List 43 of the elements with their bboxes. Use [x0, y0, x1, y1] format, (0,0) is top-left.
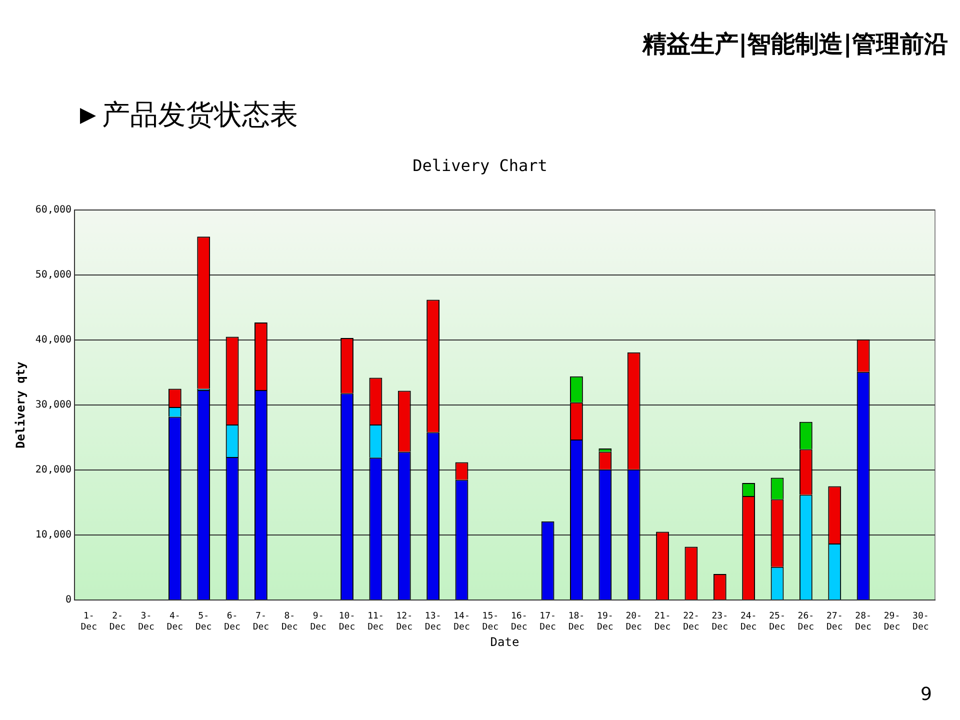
y-tick-label: 50,000: [35, 270, 72, 281]
x-tick-label: 22-Dec: [683, 612, 700, 633]
y-axis-title: Delivery qty: [13, 362, 28, 448]
x-tick-label: 20-Dec: [626, 612, 642, 633]
x-tick-label: 8-Dec: [282, 612, 298, 633]
x-tick-label: 27-Dec: [826, 612, 843, 633]
x-tick-label: 1-Dec: [80, 612, 97, 633]
x-tick-label: 6-Dec: [224, 612, 240, 633]
x-tick-label: 24-Dec: [740, 612, 757, 633]
x-tick-label: 15-Dec: [482, 612, 499, 633]
x-tick-label: 23-Dec: [712, 612, 728, 633]
x-tick-label: 18-Dec: [568, 612, 585, 633]
x-tick-label: 25-Dec: [769, 612, 786, 633]
y-tick-label: 0: [65, 594, 72, 606]
x-tick-label: 12-Dec: [396, 612, 413, 633]
x-tick-label: 2-Dec: [109, 612, 126, 633]
text: 精益生产|智能制造|管理前沿: [642, 29, 948, 60]
x-tick-label: 4-Dec: [166, 612, 184, 633]
x-tick-label: 16-Dec: [510, 612, 528, 633]
x-tick-label: 28-Dec: [855, 612, 872, 633]
x-tick-label: 14-Dec: [454, 612, 470, 633]
x-tick-label: 10-Dec: [338, 612, 356, 633]
x-tick-label: 13-Dec: [424, 612, 442, 633]
y-tick-label: 60,000: [35, 204, 72, 216]
x-tick-label: 5-Dec: [195, 612, 212, 633]
y-tick-label: 10,000: [35, 530, 72, 541]
x-tick-label: 21-Dec: [654, 612, 671, 633]
chart-subtitle: Delivery Chart: [412, 156, 548, 175]
chart-title: 产品发货状态表: [102, 97, 298, 133]
x-tick-label: 29-Dec: [884, 612, 900, 633]
text: 9: [920, 684, 932, 705]
x-tick-label: 17-Dec: [540, 612, 556, 633]
x-tick-label: 7-Dec: [252, 612, 270, 633]
x-axis-title: Date: [490, 634, 520, 649]
x-tick-label: 26-Dec: [798, 612, 814, 633]
y-tick-label: 40,000: [35, 334, 72, 346]
y-tick-label: 30,000: [35, 400, 72, 411]
x-tick-label: 3-Dec: [138, 612, 154, 633]
x-tick-label: 11-Dec: [368, 612, 384, 633]
x-tick-label: 19-Dec: [597, 612, 614, 633]
x-tick-label: 30-Dec: [912, 612, 929, 633]
y-tick-label: 20,000: [35, 464, 72, 476]
x-tick-label: 9-Dec: [310, 612, 326, 633]
